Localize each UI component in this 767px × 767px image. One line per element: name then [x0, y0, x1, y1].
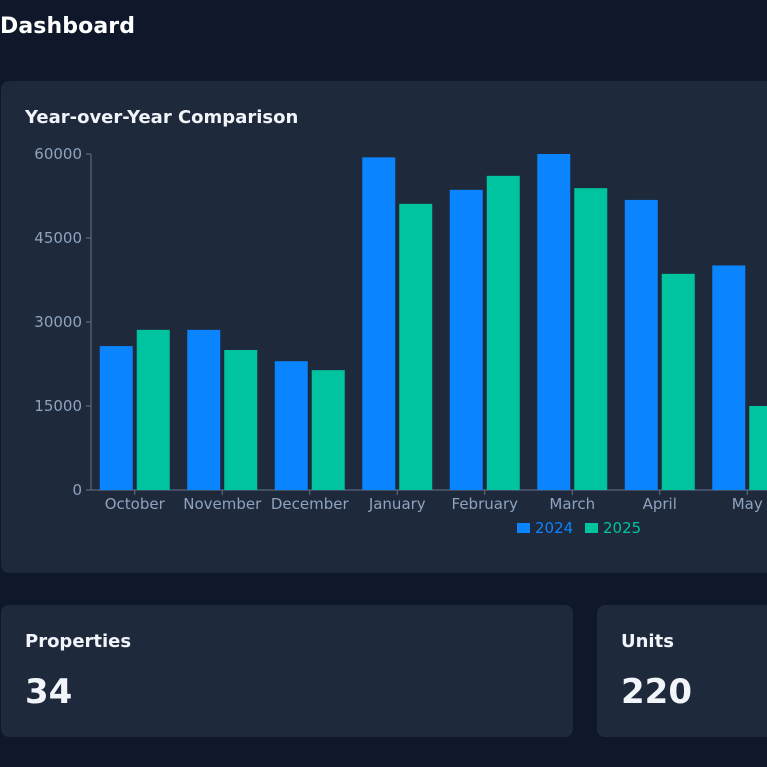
bar-2024-february [449, 189, 483, 490]
properties-stat-card: Properties 34 [1, 605, 573, 737]
x-tick-label: March [549, 495, 595, 513]
x-tick-label: May [732, 495, 763, 513]
bar-2025-january [399, 203, 433, 490]
bar-2025-april [661, 273, 695, 490]
units-label: Units [621, 631, 674, 652]
bar-2024-may [712, 265, 746, 490]
bar-2025-february [486, 175, 520, 490]
bar-2024-march [537, 154, 571, 490]
x-tick-label: October [105, 495, 166, 513]
page-title: Dashboard [0, 14, 136, 39]
y-tick-label: 30000 [34, 313, 82, 331]
y-tick-label: 0 [72, 481, 82, 499]
y-tick-label: 15000 [34, 397, 82, 415]
bar-2025-december [311, 370, 345, 490]
legend-label-2024: 2024 [535, 519, 573, 537]
x-tick-label: January [368, 495, 426, 513]
legend-swatch-2024 [517, 523, 530, 533]
bar-2024-november [187, 329, 221, 490]
bar-2025-november [224, 350, 258, 490]
y-tick-label: 60000 [34, 145, 82, 163]
x-tick-label: November [183, 495, 262, 513]
year-over-year-chart-card: Year-over-Year Comparison 0 15000 30000 450… [1, 81, 767, 573]
units-value: 220 [621, 672, 692, 712]
legend-label-2025: 2025 [603, 519, 641, 537]
x-tick-label: February [452, 495, 519, 513]
bar-2025-may [749, 406, 767, 490]
bar-2024-october [99, 346, 133, 490]
x-tick-label: April [643, 495, 677, 513]
units-stat-card: Units 220 [597, 605, 767, 737]
bar-2025-march [574, 188, 608, 490]
bar-2025-october [136, 329, 170, 490]
bar-2024-april [624, 199, 658, 491]
bar-2024-december [274, 361, 308, 490]
legend-swatch-2025 [585, 523, 598, 533]
properties-value: 34 [25, 672, 73, 712]
bar-2024-january [362, 157, 396, 491]
x-tick-label: December [271, 495, 350, 513]
y-tick-label: 45000 [34, 229, 82, 247]
properties-label: Properties [25, 631, 132, 652]
bar-chart: 0 15000 30000 45000 60000 October November Dece… [34, 145, 767, 537]
chart-title: Year-over-Year Comparison [25, 107, 299, 128]
